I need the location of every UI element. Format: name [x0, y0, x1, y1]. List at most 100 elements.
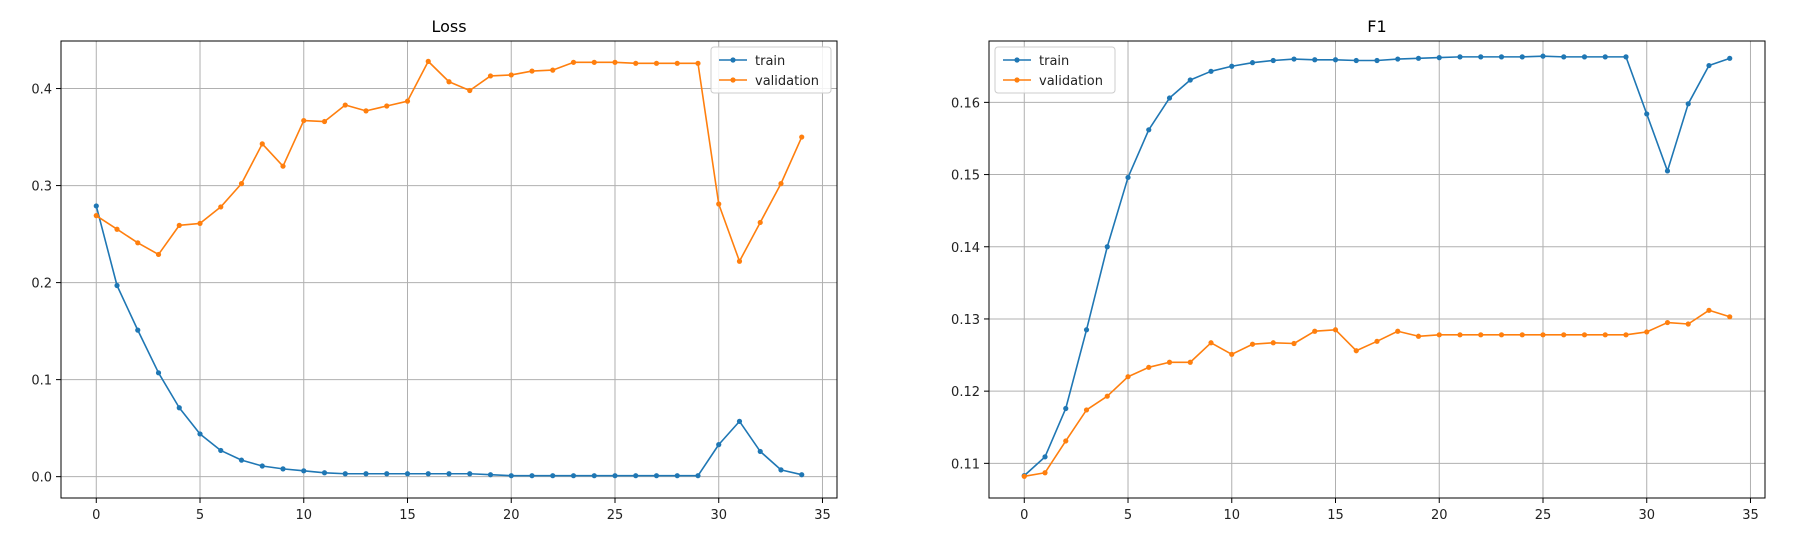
f1-validation-point: [1166, 359, 1173, 365]
loss-validation-point: [218, 204, 224, 210]
loss-x-tick-label: 20: [503, 508, 520, 523]
loss-validation-point: [425, 58, 431, 64]
f1-validation-point: [1436, 332, 1442, 338]
f1-y-tick-label: 0.14: [951, 241, 980, 256]
loss-y-tick-label: 0.0: [31, 471, 52, 486]
f1-train-point: [1457, 54, 1463, 60]
f1-validation-point: [1291, 340, 1297, 347]
f1-x-tick-label: 15: [1327, 508, 1344, 523]
loss-validation-point: [612, 59, 618, 65]
f1-validation-point: [1644, 329, 1650, 335]
loss-train-point: [778, 467, 784, 473]
f1-validation-point: [1104, 393, 1110, 399]
loss-x-tick-label: 10: [295, 508, 312, 523]
f1-validation-point: [1581, 332, 1588, 338]
f1-series-validation: [1021, 307, 1733, 479]
f1-chart: 0 5 10 15 20 25 30 35 0.11 0.12 0.13 0.14 0.15 0.16 F1…: [951, 17, 1766, 523]
loss-train-point: [259, 463, 265, 469]
loss-legend-marker-validation: [730, 77, 736, 83]
f1-grid: [989, 41, 1765, 498]
loss-train-point: [653, 473, 660, 479]
loss-validation-point: [404, 98, 411, 104]
f1-y-tick-label: 0.11: [951, 457, 980, 472]
loss-validation-point: [529, 68, 535, 74]
loss-legend-label-validation: validation: [755, 74, 819, 89]
loss-y-tick-label: 0.1: [31, 374, 52, 389]
f1-train-point: [1353, 57, 1359, 64]
loss-series-train: [93, 203, 805, 479]
f1-x-tick-label: 30: [1638, 508, 1655, 523]
loss-train-point: [467, 471, 473, 477]
f1-validation-point: [1415, 333, 1422, 339]
f1-x-tick-label: 25: [1535, 508, 1552, 523]
f1-validation-point: [1685, 321, 1691, 327]
loss-train-point: [591, 473, 597, 479]
f1-train-point: [1478, 54, 1484, 60]
f1-train-point: [1042, 454, 1048, 460]
f1-train-point: [1063, 405, 1069, 412]
f1-validation-point: [1270, 340, 1276, 346]
loss-train-point: [197, 431, 203, 437]
f1-validation-point: [1457, 332, 1463, 338]
f1-y-tick-label: 0.16: [951, 96, 980, 111]
f1-validation-point: [1727, 314, 1733, 320]
loss-train-point: [280, 466, 286, 472]
loss-train-point: [404, 471, 411, 477]
f1-y-tick-label: 0.12: [951, 385, 980, 400]
loss-train-point: [342, 471, 348, 477]
loss-validation-point: [280, 163, 286, 169]
loss-validation-point: [467, 87, 473, 94]
f1-plot-area: [1021, 53, 1733, 479]
loss-train-point: [363, 471, 369, 477]
loss-train-point: [716, 442, 722, 448]
loss-validation-point: [135, 240, 141, 246]
loss-validation-point: [114, 226, 120, 232]
loss-axes-frame: [60, 40, 838, 499]
loss-chart-title: Loss: [431, 17, 466, 36]
f1-train-point: [1685, 101, 1691, 107]
loss-validation-point: [716, 201, 722, 207]
loss-x-tick-label: 0: [92, 508, 100, 523]
loss-train-point: [238, 457, 245, 463]
f1-x-tick-label: 35: [1742, 508, 1759, 523]
loss-validation-point: [155, 251, 162, 258]
loss-train-point: [757, 448, 763, 455]
loss-y-tick-label: 0.2: [31, 277, 52, 292]
f1-train-point: [1623, 54, 1629, 60]
f1-train-point: [1644, 111, 1650, 117]
f1-validation-point: [1706, 307, 1712, 313]
f1-train-point: [1104, 244, 1110, 250]
f1-train-point: [1208, 68, 1214, 74]
f1-legend-marker-train: [1014, 57, 1020, 63]
loss-x-tick-label: 5: [196, 508, 204, 523]
f1-validation-point: [1229, 351, 1235, 357]
loss-legend-box: [710, 46, 832, 94]
loss-validation-point: [736, 258, 743, 264]
loss-validation-point: [508, 72, 514, 78]
loss-legend-marker-train: [730, 57, 736, 63]
f1-train-point: [1249, 60, 1256, 66]
f1-train-point: [1125, 174, 1131, 181]
f1-validation-point: [1208, 340, 1214, 346]
f1-train-point: [1664, 168, 1671, 174]
loss-train-point: [736, 418, 743, 424]
loss-plot-area: [93, 58, 805, 479]
f1-train-point: [1270, 57, 1276, 64]
loss-grid: [61, 41, 837, 498]
f1-train-point: [1519, 54, 1525, 60]
f1-validation-point: [1083, 407, 1090, 413]
f1-validation-point: [1623, 332, 1629, 338]
loss-train-point: [799, 472, 805, 478]
loss-train-point: [550, 473, 556, 479]
loss-validation-point: [301, 117, 307, 124]
f1-train-point: [1312, 57, 1318, 63]
f1-train-point: [1540, 53, 1546, 59]
loss-train-point: [114, 282, 120, 289]
loss-series-validation: [93, 58, 805, 264]
f1-legend: train validation: [994, 46, 1116, 94]
loss-validation-point: [653, 60, 660, 66]
f1-x-tick-label: 10: [1223, 508, 1240, 523]
f1-train-point: [1436, 55, 1442, 61]
loss-train-point: [529, 473, 535, 479]
f1-validation-point: [1063, 438, 1069, 444]
